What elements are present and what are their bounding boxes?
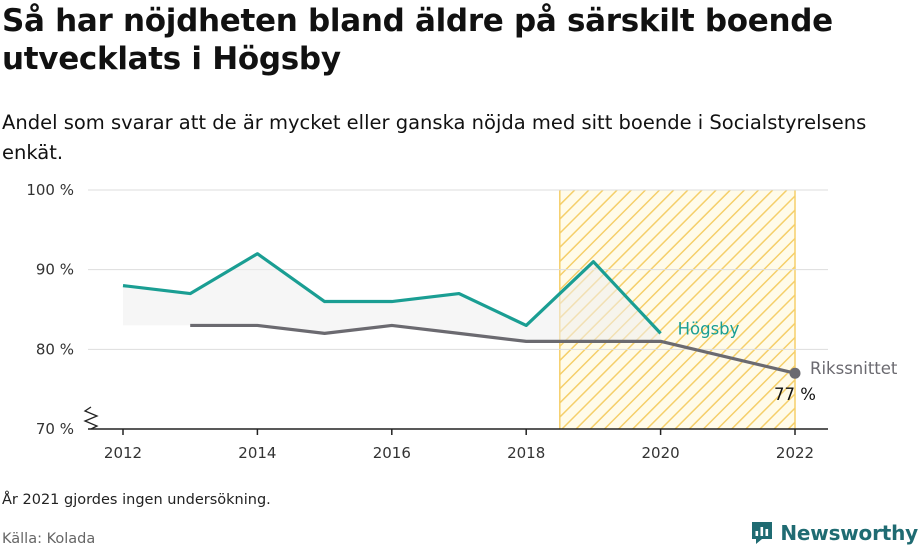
data-point xyxy=(789,367,801,379)
footnote: År 2021 gjordes ingen undersökning. xyxy=(2,492,271,508)
brand-logo: Newsworthy xyxy=(750,520,918,546)
x-tick-label: 2020 xyxy=(642,444,680,462)
x-tick-label: 2012 xyxy=(104,444,142,462)
source-text: Källa: Kolada xyxy=(2,531,96,547)
series-gap-area xyxy=(123,253,661,342)
series-line xyxy=(122,252,662,335)
series-label-hogsby: Högsby xyxy=(678,319,740,338)
end-value-label: 77 % xyxy=(774,385,816,404)
newsworthy-icon xyxy=(752,522,773,544)
series-line xyxy=(190,323,796,375)
chart-subtitle: Andel som svarar att de är mycket eller … xyxy=(2,111,867,164)
x-tick-label: 2018 xyxy=(507,444,545,462)
y-tick-label: 90 % xyxy=(36,261,74,279)
chart-title: Så har nöjdheten bland äldre på särskilt… xyxy=(2,3,833,77)
x-tick-label: 2014 xyxy=(238,444,276,462)
y-tick-label: 80 % xyxy=(36,340,74,358)
axis-break-icon xyxy=(83,406,99,430)
brand-name: Newsworthy xyxy=(780,521,918,545)
y-tick-label: 70 % xyxy=(36,420,74,438)
x-tick-label: 2022 xyxy=(776,444,814,462)
y-tick-label: 100 % xyxy=(26,181,74,199)
series-label-riket: Rikssnittet xyxy=(810,359,898,378)
x-tick-label: 2016 xyxy=(373,444,411,462)
